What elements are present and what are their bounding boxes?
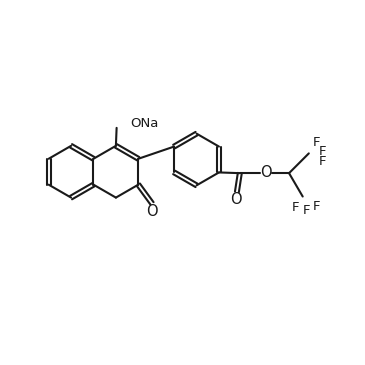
Text: F: F bbox=[313, 136, 320, 149]
Text: O: O bbox=[260, 165, 272, 180]
Text: ONa: ONa bbox=[130, 117, 159, 130]
Text: O: O bbox=[146, 204, 158, 219]
Text: F: F bbox=[319, 145, 326, 158]
Text: F: F bbox=[303, 204, 310, 217]
Text: F: F bbox=[292, 201, 299, 214]
Text: F: F bbox=[312, 200, 320, 213]
Text: O: O bbox=[230, 192, 242, 207]
Text: F: F bbox=[319, 155, 326, 168]
